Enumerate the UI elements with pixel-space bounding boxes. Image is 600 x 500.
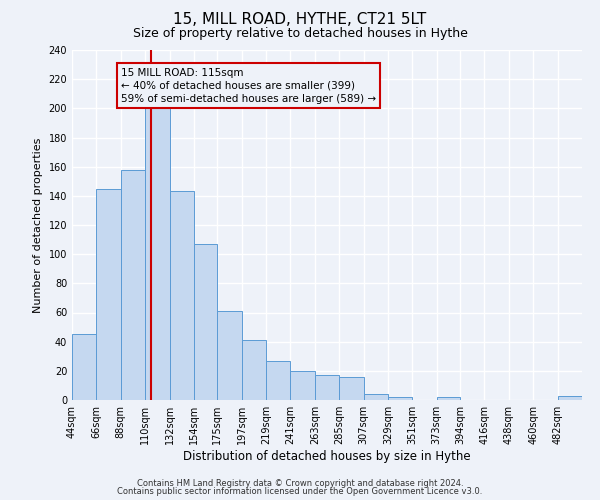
- Bar: [97, 188, 121, 400]
- Text: 15, MILL ROAD, HYTHE, CT21 5LT: 15, MILL ROAD, HYTHE, CT21 5LT: [173, 12, 427, 28]
- Bar: [242, 340, 266, 400]
- Bar: [557, 396, 582, 400]
- Text: Contains HM Land Registry data © Crown copyright and database right 2024.: Contains HM Land Registry data © Crown c…: [137, 478, 463, 488]
- Bar: [290, 371, 315, 400]
- Bar: [388, 397, 412, 400]
- X-axis label: Distribution of detached houses by size in Hythe: Distribution of detached houses by size …: [183, 450, 471, 463]
- Bar: [364, 394, 388, 400]
- Text: Size of property relative to detached houses in Hythe: Size of property relative to detached ho…: [133, 28, 467, 40]
- Bar: [194, 244, 217, 400]
- Bar: [437, 397, 460, 400]
- Bar: [145, 107, 170, 400]
- Bar: [72, 334, 97, 400]
- Bar: [339, 376, 364, 400]
- Bar: [170, 192, 194, 400]
- Y-axis label: Number of detached properties: Number of detached properties: [33, 138, 43, 312]
- Bar: [217, 311, 242, 400]
- Bar: [266, 360, 290, 400]
- Text: Contains public sector information licensed under the Open Government Licence v3: Contains public sector information licen…: [118, 487, 482, 496]
- Text: 15 MILL ROAD: 115sqm
← 40% of detached houses are smaller (399)
59% of semi-deta: 15 MILL ROAD: 115sqm ← 40% of detached h…: [121, 68, 376, 104]
- Bar: [121, 170, 145, 400]
- Bar: [315, 375, 339, 400]
